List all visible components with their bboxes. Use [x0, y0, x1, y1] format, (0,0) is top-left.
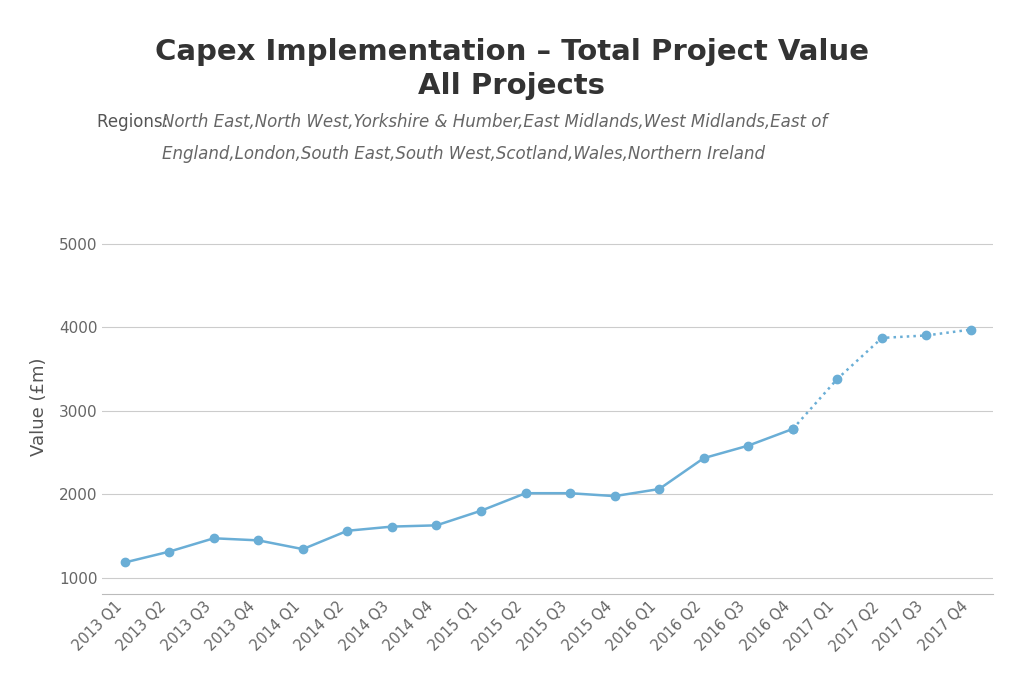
Text: Capex Implementation – Total Project Value: Capex Implementation – Total Project Val… — [155, 38, 869, 66]
Text: Regions:: Regions: — [97, 113, 174, 130]
Text: All Projects: All Projects — [419, 72, 605, 100]
Text: England,London,South East,South West,Scotland,Wales,Northern Ireland: England,London,South East,South West,Sco… — [162, 145, 765, 163]
Y-axis label: Value (£m): Value (£m) — [30, 357, 48, 456]
Text: North East,North West,Yorkshire & Humber,East Midlands,West Midlands,East of: North East,North West,Yorkshire & Humber… — [162, 113, 827, 130]
